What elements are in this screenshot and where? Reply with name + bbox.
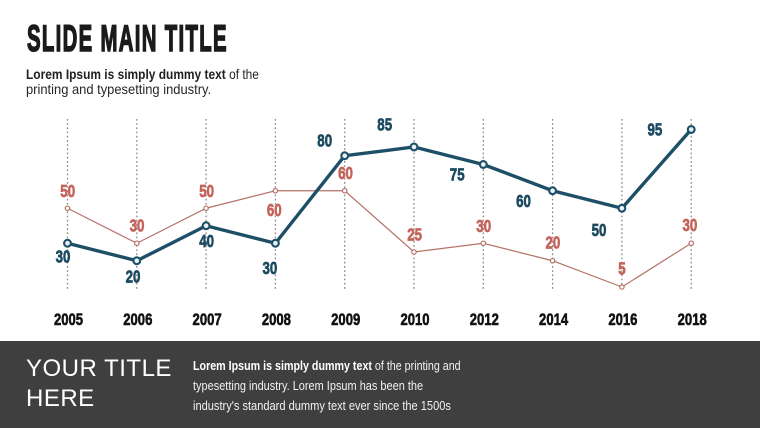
svg-text:30: 30 — [476, 217, 491, 236]
svg-text:50: 50 — [60, 182, 75, 201]
svg-text:25: 25 — [407, 226, 422, 245]
svg-text:2005: 2005 — [54, 310, 83, 329]
svg-text:75: 75 — [450, 166, 465, 185]
svg-text:2016: 2016 — [608, 310, 637, 329]
svg-text:80: 80 — [317, 132, 332, 151]
svg-text:30: 30 — [56, 248, 71, 267]
svg-text:50: 50 — [199, 182, 214, 201]
svg-text:40: 40 — [199, 232, 214, 251]
svg-text:2014: 2014 — [539, 310, 569, 329]
svg-text:60: 60 — [267, 201, 282, 220]
svg-text:2006: 2006 — [123, 310, 152, 329]
svg-text:2008: 2008 — [262, 310, 291, 329]
svg-text:30: 30 — [682, 216, 697, 235]
svg-text:50: 50 — [592, 221, 607, 240]
svg-text:2007: 2007 — [193, 310, 222, 329]
svg-text:20: 20 — [545, 234, 560, 253]
svg-text:30: 30 — [262, 259, 277, 278]
svg-text:2012: 2012 — [470, 310, 499, 329]
svg-text:60: 60 — [516, 192, 531, 211]
svg-text:2010: 2010 — [400, 310, 429, 329]
svg-text:60: 60 — [338, 164, 353, 183]
svg-text:95: 95 — [647, 121, 662, 140]
svg-text:2009: 2009 — [331, 310, 360, 329]
svg-text:85: 85 — [377, 116, 392, 135]
svg-text:2018: 2018 — [678, 310, 707, 329]
svg-text:30: 30 — [130, 217, 145, 236]
svg-text:5: 5 — [618, 260, 626, 279]
svg-text:20: 20 — [126, 268, 141, 287]
